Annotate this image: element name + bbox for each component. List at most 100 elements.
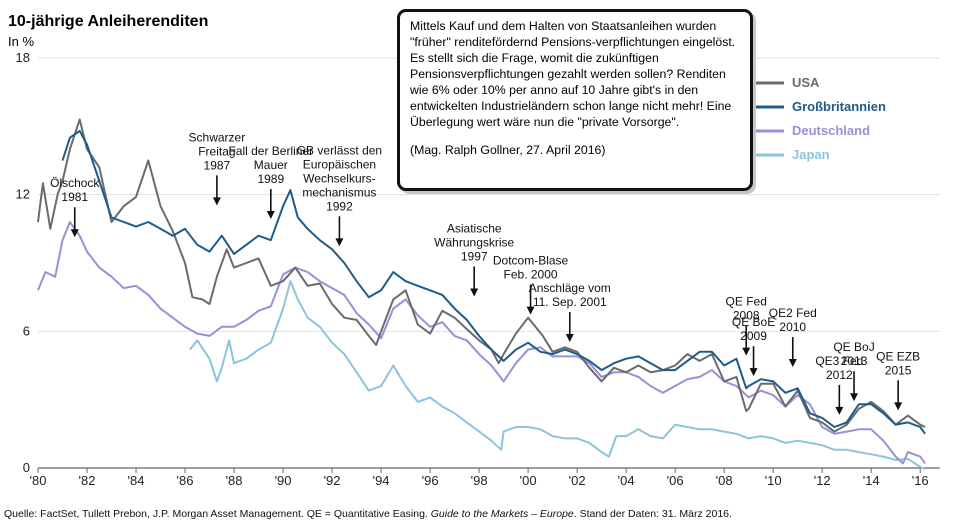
y-tick-label: 6 — [23, 323, 30, 338]
annotation-label: 1997 — [461, 249, 488, 263]
annotation-arrowhead — [266, 211, 275, 219]
annotation-label: 2008 — [733, 309, 760, 323]
annotation-label: QE BoE — [732, 315, 775, 329]
annotation-arrowhead — [70, 229, 79, 238]
commentary-citation: (Mag. Ralph Gollner, 27. April 2016) — [410, 143, 606, 157]
commentary-text: Mittels Kauf und dem Halten von Staatsan… — [410, 19, 736, 129]
x-tick-label: '98 — [471, 473, 488, 488]
commentary-box: Mittels Kauf und dem Halten von Staatsan… — [397, 9, 753, 191]
legend-label: Großbritannien — [792, 99, 886, 114]
annotation-label: Fall der Berliner — [228, 144, 313, 158]
bond-yield-chart: 10-jährige Anleiherenditen In % 0 6 12 18 '… — [8, 13, 940, 488]
x-tick-label: '16 — [912, 473, 929, 488]
x-tick-label: '14 — [863, 473, 880, 488]
x-tick-label: '84 — [128, 473, 145, 488]
annotation-label: Wechselkurs- — [303, 171, 375, 185]
annotation-label: 1987 — [204, 158, 231, 172]
x-tick-label: '06 — [667, 473, 684, 488]
annotation-label: Dotcom-Blase — [493, 254, 569, 268]
annotation-arrowhead — [212, 197, 221, 206]
x-tick-label: '96 — [422, 473, 439, 488]
annotation-label: 2015 — [885, 363, 912, 377]
legend: USA Großbritannien Deutschland Japan — [752, 75, 886, 162]
y-axis-label: In % — [8, 34, 34, 49]
x-tick-label: '92 — [324, 473, 341, 488]
series-line-großbritannien — [61, 129, 926, 435]
annotation-label: 2013 — [841, 354, 868, 368]
annotation-arrowhead — [894, 402, 903, 411]
annotation-label: QE2 Fed — [769, 306, 817, 320]
annotation-arrowhead — [788, 359, 797, 368]
annotation-label: Asiatische — [447, 221, 502, 235]
annotation-label: Mauer — [254, 158, 288, 172]
annotation-label: Europäischen — [303, 157, 376, 171]
annotation-arrowhead — [742, 347, 751, 356]
x-tick-label: '08 — [716, 473, 733, 488]
source-suffix: . Stand der Daten: 31. März 2016. — [573, 508, 732, 520]
x-axis: '80 '82 '84 '86 '88 '90 '92 '94 '96 '98 '00 '02 '04 '… — [30, 468, 929, 488]
x-tick-label: '90 — [275, 473, 292, 488]
annotation-arrowhead — [850, 393, 859, 402]
annotation-label: QE3 Fed — [815, 354, 863, 368]
x-tick-label: '10 — [765, 473, 782, 488]
source-publication: Guide to the Markets – Europe — [430, 508, 574, 520]
legend-label: Deutschland — [792, 123, 870, 138]
annotation-label: 1992 — [326, 199, 353, 213]
x-tick-label: '82 — [79, 473, 96, 488]
annotation-label: 1981 — [61, 190, 88, 204]
x-tick-label: '02 — [569, 473, 586, 488]
chart-title: 10-jährige Anleiherenditen — [8, 13, 208, 30]
annotation-label: 2010 — [779, 320, 806, 334]
annotation-label: Ölschock — [50, 176, 100, 190]
annotation-arrowhead — [470, 288, 479, 297]
y-tick-label: 0 — [23, 460, 30, 475]
annotation-arrowhead — [526, 306, 535, 315]
y-axis-ticks: 0 6 12 18 — [16, 50, 30, 475]
legend-label: Japan — [792, 147, 830, 162]
annotation-arrowhead — [565, 334, 574, 342]
annotation-arrowhead — [335, 238, 344, 247]
annotation-label: QE Fed — [726, 295, 767, 309]
annotation-label: 1989 — [257, 172, 284, 186]
annotation-arrowhead — [835, 406, 844, 415]
series-lines — [37, 118, 926, 471]
legend-label: USA — [792, 75, 820, 90]
y-tick-label: 12 — [16, 187, 30, 202]
x-tick-label: '80 — [30, 473, 47, 488]
annotation-label: Freitag — [198, 144, 235, 158]
x-tick-label: '12 — [814, 473, 831, 488]
x-tick-label: '94 — [373, 473, 390, 488]
source-footnote: Quelle: FactSet, Tullett Prebon, J.P. Mo… — [4, 508, 732, 520]
annotation-label: 11. Sep. 2001 — [533, 295, 607, 309]
annotation-label: Währungskrise — [434, 235, 514, 249]
x-tick-label: '88 — [226, 473, 243, 488]
annotation-label: Anschläge vom — [529, 281, 611, 295]
y-tick-label: 18 — [16, 50, 30, 65]
annotation-arrowhead — [749, 368, 758, 377]
annotation-label: 2012 — [826, 368, 853, 382]
gridlines — [38, 57, 940, 469]
series-line-usa — [37, 118, 926, 433]
source-prefix: Quelle: FactSet, Tullett Prebon, J.P. Mo… — [4, 508, 431, 520]
x-tick-label: '86 — [177, 473, 194, 488]
annotation: GB verlässt denEuropäischenWechselkurs-m… — [297, 143, 382, 247]
annotation-label: Schwarzer — [189, 130, 246, 144]
annotation-label: mechanismus — [302, 185, 376, 199]
annotation-label: Feb. 2000 — [504, 268, 558, 282]
annotation-label: GB verlässt den — [297, 143, 382, 157]
annotation-label: 2009 — [740, 329, 767, 343]
x-tick-label: '00 — [520, 473, 537, 488]
x-tick-label: '04 — [618, 473, 635, 488]
